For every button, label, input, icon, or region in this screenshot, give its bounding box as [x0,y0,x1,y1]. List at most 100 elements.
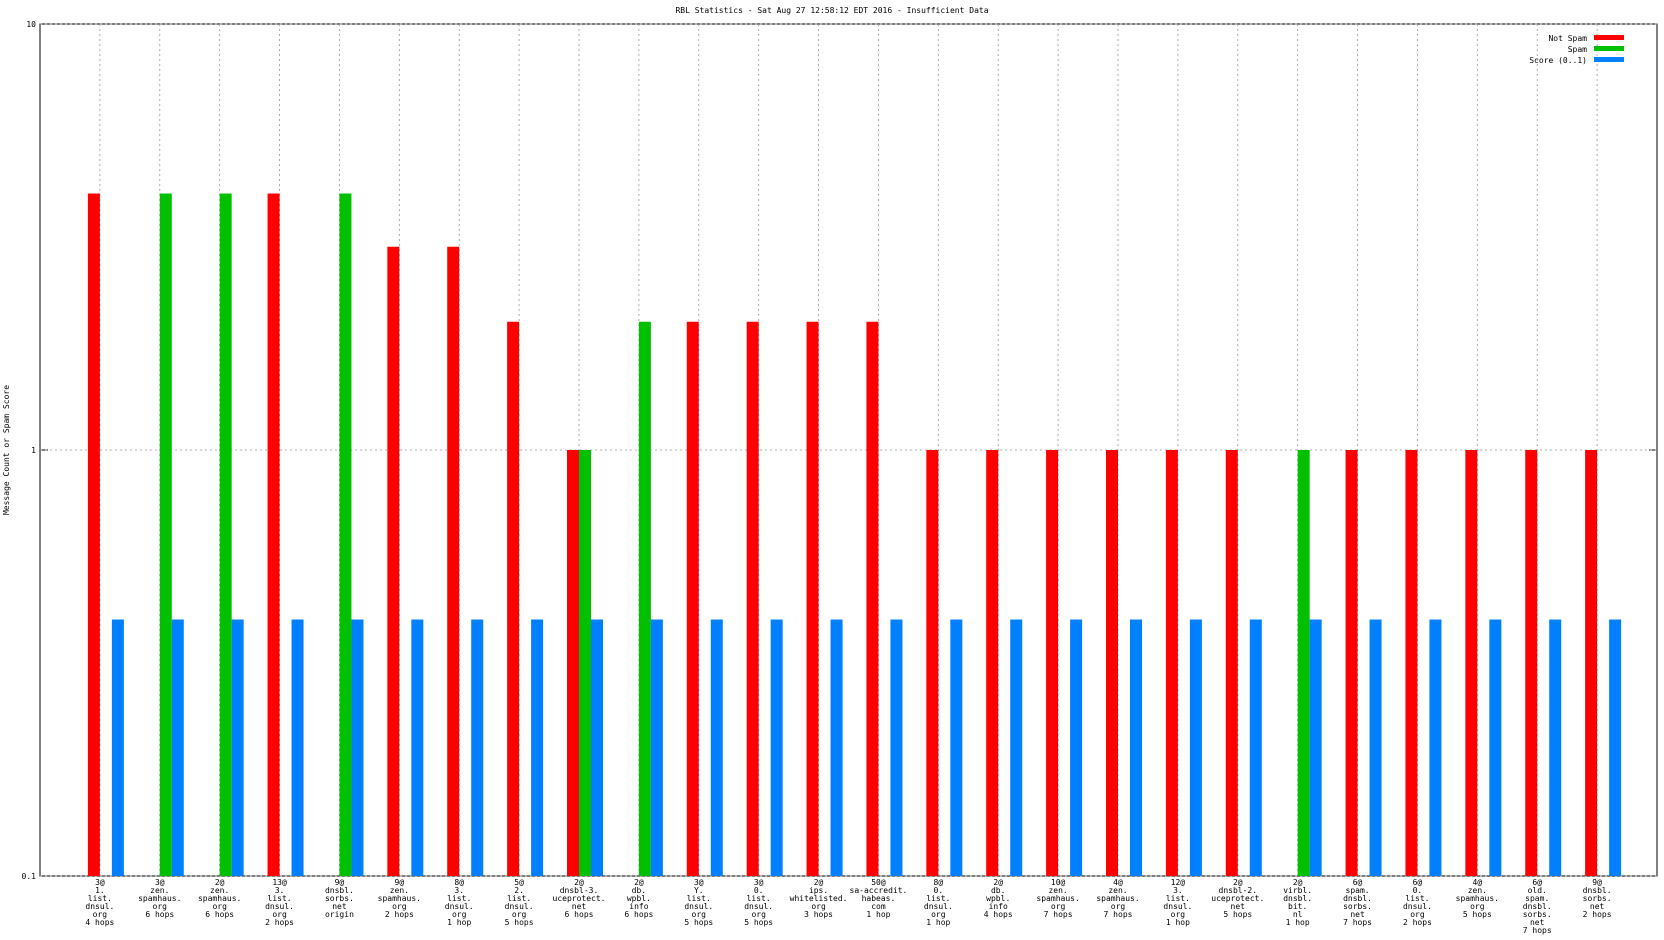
x-tick-label-line: 2@ [1233,878,1243,887]
x-tick-label-line: 1 hop [447,918,471,927]
x-tick-label: 3@ 1. list. dnsul. org 4 hops [85,878,114,927]
x-tick-label-line: 1. [95,886,105,895]
x-tick-label-line: 7 hops [1523,926,1552,935]
x-tick-label-line: dnsul. [505,902,534,911]
x-tick-label-line: zen. [1108,886,1127,895]
x-tick-label-line: list. [687,894,711,903]
bar [650,619,663,876]
x-tick-label-line: 4@ [1113,878,1123,887]
x-tick-label-line: spamhaus. [378,894,421,903]
x-tick-label-line: dnsbl. [325,886,354,895]
x-tick-label-line: 9@ [395,878,405,887]
x-tick-label-line: 6@ [1413,878,1423,887]
bar [1070,619,1083,876]
x-tick-label-line: dnsul. [445,902,474,911]
bar [159,193,172,876]
x-tick-label-line: org [272,910,287,919]
x-tick-label-line: org [751,910,766,919]
bar [830,619,843,876]
x-tick-label-line: 1 hop [926,918,950,927]
bar [1585,450,1598,876]
bar [387,246,400,876]
x-tick-label-line: 7 hops [1044,910,1073,919]
y-tick-label: 1 [31,446,36,455]
x-tick-label-line: 6@ [1532,878,1542,887]
y-tick-label: 0.1 [22,872,37,881]
x-tick-label-line: dnsul. [1403,902,1432,911]
legend-swatch [1594,35,1624,40]
x-tick-label-line: 3 hops [804,910,833,919]
x-tick-label-line: 4 hops [984,910,1013,919]
x-tick-label-line: 2@ [634,878,644,887]
x-tick-label-line: list. [747,894,771,903]
bar [1249,619,1262,876]
x-tick-label-line: org [93,910,108,919]
x-tick-label-line: spamhaus. [1096,894,1139,903]
x-tick-label-line: net [332,902,347,911]
y-tick-label: 10 [26,20,36,29]
bar [171,619,184,876]
x-tick-label: 4@ zen. spamhaus. org 5 hops [1456,878,1499,919]
x-tick-label: 2@ db. wpbl. info 6 hops [624,878,653,919]
x-tick-label-line: 0. [934,886,944,895]
x-tick-label-line: 2 hops [385,910,414,919]
x-tick-label-line: 2@ [814,878,824,887]
x-tick-label: 3@ 0. list. dnsul. org 5 hops [744,878,773,927]
x-tick-label-line: org [1171,910,1186,919]
x-tick-label-line: 8@ [934,878,944,887]
x-tick-label-line: spamhaus. [1036,894,1079,903]
bar [866,321,879,876]
x-tick-label-line: dnsbl-3. [560,886,599,895]
bar [579,450,591,876]
bar [1297,450,1310,876]
x-tick-label: 12@ 3. list. dnsul. org 1 hop [1163,878,1192,927]
x-tick-label-line: sorbs. [1343,902,1372,911]
bar [926,450,939,876]
x-tick-label-line: old. [1528,886,1547,895]
x-tick-label-line: Y. [694,886,704,895]
x-tick-label-line: 1 hop [866,910,890,919]
x-tick-label-line: bit. [1288,902,1307,911]
x-tick-label-line: dnsbl. [1583,886,1612,895]
x-tick-label-line: sorbs. [325,894,354,903]
x-tick-label-line: org [512,910,527,919]
x-tick-label-line: 5@ [514,878,524,887]
x-tick-label-line: 50@ [871,878,886,887]
x-tick-label-line: 9@ [335,878,345,887]
bar [351,619,364,876]
bar [950,619,963,876]
x-tick-label: 6@ old. spam. dnsbl. sorbs. net 7 hops [1523,878,1552,935]
x-tick-label-line: 2 hops [1583,910,1612,919]
x-tick-label-line: db. [632,886,646,895]
bar [567,450,579,876]
bar [87,193,100,876]
x-tick-label-line: net [572,902,587,911]
x-tick-label-line: 3@ [95,878,105,887]
x-tick-label-line: 3@ [155,878,165,887]
bar [111,619,124,876]
x-tick-label: 2@ dnsbl-3. uceprotect. net 6 hops [553,878,606,919]
bar [1465,450,1478,876]
bar [219,193,232,876]
x-tick-label-line: org [392,902,407,911]
x-tick-label-line: zen. [150,886,169,895]
x-tick-label: 2@ zen. spamhaus. org 6 hops [198,878,241,919]
bar [411,619,424,876]
x-tick-label: 2@ db. wpbl. info 4 hops [984,878,1013,919]
x-tick-label-line: wpbl. [986,894,1010,903]
x-tick-label: 8@ 0. list. dnsul. org 1 hop [924,878,953,927]
bar [1549,619,1562,876]
bar [339,193,352,876]
x-tick-label-line: ips. [809,886,828,895]
x-tick-label-line: sorbs. [1523,910,1552,919]
x-tick-label-line: org [1051,902,1066,911]
x-tick-label-line: dnsul. [744,902,773,911]
x-tick-label-line: db. [991,886,1005,895]
x-tick-label-line: sorbs. [1583,894,1612,903]
bar [710,619,723,876]
x-tick-label: 9@ dnsbl. sorbs. net origin [325,878,354,919]
x-tick-label-line: list. [1166,894,1190,903]
x-tick-label-line: 6 hops [145,910,174,919]
bar [267,193,280,876]
